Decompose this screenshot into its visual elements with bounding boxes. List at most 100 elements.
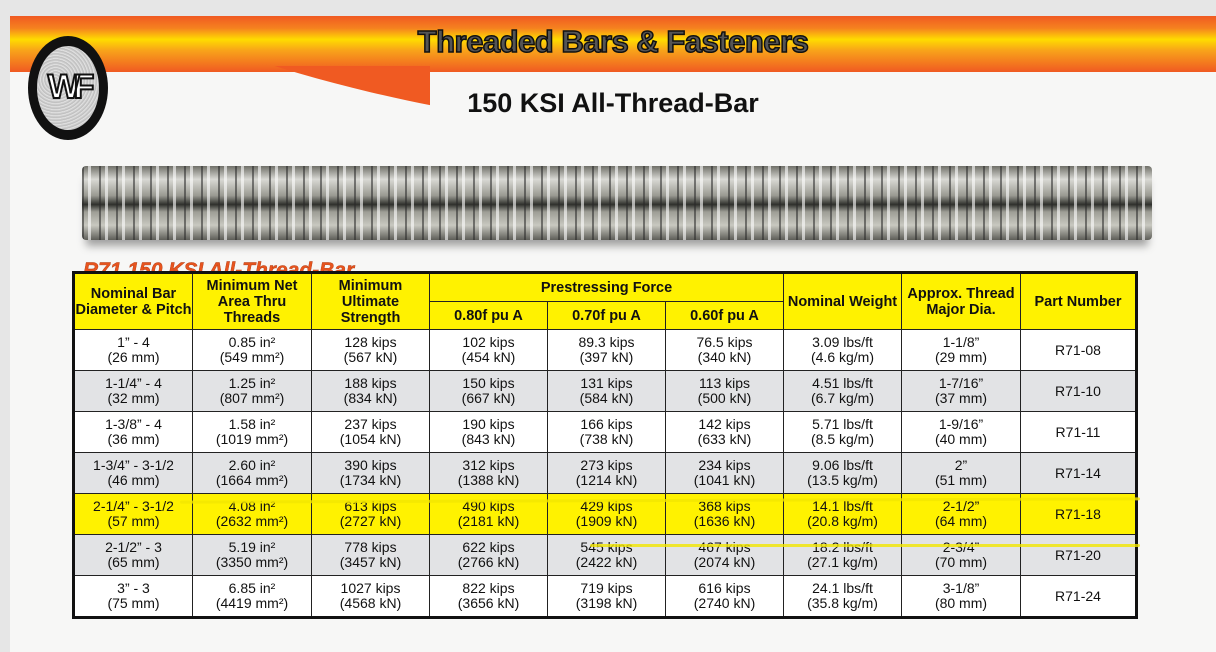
cell-metric-value: (2727 kN)	[339, 513, 402, 529]
cell-value: 18.2 lbs/ft	[812, 539, 873, 555]
cell-part-number: R71-20	[1020, 534, 1137, 576]
cell-metric-value: (633 kN)	[697, 431, 752, 447]
cell-diameter: 2-1/2” - 3 (65 mm)	[73, 534, 193, 576]
cell-metric-value: (1909 kN)	[575, 513, 638, 529]
cell-weight: 3.09 lbs/ft (4.6 kg/m)	[783, 329, 902, 371]
cell-diameter: 2-1/4” - 3-1/2 (57 mm)	[73, 493, 193, 535]
logo-lettering: WF	[47, 67, 96, 107]
cell-value: 3-1/8”	[942, 580, 980, 596]
cell-metric-value: (65 mm)	[107, 554, 160, 570]
header-strength: Minimum Ultimate Strength	[311, 272, 430, 330]
cell-value: 545 kips	[580, 539, 633, 555]
cell-value: 188 kips	[344, 375, 397, 391]
cell-diameter: 1” - 4 (26 mm)	[73, 329, 193, 371]
cell-metric-value: (20.8 kg/m)	[807, 513, 878, 529]
cell-value: 190 kips	[462, 416, 515, 432]
cell-strength: 128 kips (567 kN)	[311, 329, 430, 371]
cell-part-number: R71-10	[1020, 370, 1137, 412]
cell-metric-value: (2740 kN)	[693, 595, 756, 611]
cell-metric-value: (834 kN)	[343, 390, 398, 406]
cell-force-070: 131 kips (584 kN)	[547, 370, 666, 412]
cell-value: 142 kips	[698, 416, 751, 432]
cell-net-area: 5.19 in² (3350 mm²)	[192, 534, 312, 576]
cell-diameter: 1-3/8” - 4 (36 mm)	[73, 411, 193, 453]
spec-table: Nominal Bar Diameter & Pitch Minimum Net…	[72, 271, 1138, 619]
table-row: 1-3/8” - 4 (36 mm) 1.58 in² (1019 mm²) 237 k…	[73, 411, 1137, 453]
table-row: 1-1/4” - 4 (32 mm) 1.25 in² (807 mm²) 188 ki…	[73, 370, 1137, 412]
cell-metric-value: (70 mm)	[934, 554, 988, 570]
highlighter-stroke	[590, 544, 1140, 547]
cell-value: 2-3/4”	[942, 539, 980, 555]
cell-value: 1-3/8” - 4	[105, 416, 162, 432]
cell-force-070: 89.3 kips (397 kN)	[547, 329, 666, 371]
cell-value: 1.25 in²	[228, 375, 276, 391]
header-net-area: Minimum Net Area Thru Threads	[192, 272, 312, 330]
cell-force-060: 616 kips (2740 kN)	[665, 575, 784, 618]
cell-thread-dia: 2” (51 mm)	[901, 452, 1021, 494]
cell-metric-value: (37 mm)	[934, 390, 988, 406]
header-banner: Threaded Bars & Fasteners	[10, 16, 1216, 72]
cell-value: R71-14	[1055, 464, 1101, 481]
cell-value: 616 kips	[698, 580, 751, 596]
cell-net-area: 2.60 in² (1664 mm²)	[192, 452, 312, 494]
cell-value: 2”	[954, 457, 968, 473]
cell-value: R71-24	[1055, 587, 1101, 604]
cell-value: 24.1 lbs/ft	[812, 580, 873, 596]
cell-metric-value: (3350 mm²)	[215, 554, 289, 570]
header-prestressing-force: Prestressing Force	[429, 272, 784, 302]
cell-value: 1.58 in²	[228, 416, 276, 432]
cell-metric-value: (1636 kN)	[693, 513, 756, 529]
cell-weight: 4.51 lbs/ft (6.7 kg/m)	[783, 370, 902, 412]
cell-force-060: 76.5 kips (340 kN)	[665, 329, 784, 371]
header-080: 0.80f pu A	[429, 301, 548, 330]
cell-value: 2-1/2” - 3	[105, 539, 162, 555]
cell-metric-value: (843 kN)	[461, 431, 516, 447]
cell-value: 76.5 kips	[696, 334, 753, 350]
cell-force-080: 190 kips (843 kN)	[429, 411, 548, 453]
company-logo: WF	[28, 36, 108, 140]
cell-value: 237 kips	[344, 416, 397, 432]
cell-value: 1-1/8”	[942, 334, 980, 350]
cell-value: 5.19 in²	[228, 539, 276, 555]
cell-force-080: 822 kips (3656 kN)	[429, 575, 548, 618]
cell-part-number: R71-11	[1020, 411, 1137, 453]
cell-diameter: 3” - 3 (75 mm)	[73, 575, 193, 618]
cell-thread-dia: 1-7/16” (37 mm)	[901, 370, 1021, 412]
cell-metric-value: (2181 kN)	[457, 513, 520, 529]
cell-value: 2.60 in²	[228, 457, 276, 473]
cell-value: 14.1 lbs/ft	[812, 498, 873, 514]
cell-metric-value: (567 kN)	[343, 349, 398, 365]
cell-weight: 18.2 lbs/ft (27.1 kg/m)	[783, 534, 902, 576]
cell-metric-value: (1214 kN)	[575, 472, 638, 488]
cell-metric-value: (1734 kN)	[339, 472, 402, 488]
cell-strength: 188 kips (834 kN)	[311, 370, 430, 412]
cell-force-080: 622 kips (2766 kN)	[429, 534, 548, 576]
cell-value: 1” - 4	[117, 334, 150, 350]
cell-net-area: 1.58 in² (1019 mm²)	[192, 411, 312, 453]
cell-strength: 237 kips (1054 kN)	[311, 411, 430, 453]
cell-strength: 778 kips (3457 kN)	[311, 534, 430, 576]
cell-part-number: R71-08	[1020, 329, 1137, 371]
cell-value: 719 kips	[580, 580, 633, 596]
cell-metric-value: (1664 mm²)	[215, 472, 289, 488]
cell-value: 1-7/16”	[938, 375, 984, 391]
cell-metric-value: (1054 kN)	[339, 431, 402, 447]
cell-metric-value: (667 kN)	[461, 390, 516, 406]
cell-force-060: 142 kips (633 kN)	[665, 411, 784, 453]
cell-metric-value: (3457 kN)	[339, 554, 402, 570]
cell-value: 89.3 kips	[578, 334, 635, 350]
cell-value: 2-1/2”	[942, 498, 980, 514]
cell-value: R71-11	[1055, 423, 1101, 440]
cell-force-080: 150 kips (667 kN)	[429, 370, 548, 412]
cell-value: 467 kips	[698, 539, 751, 555]
cell-force-070: 545 kips (2422 kN)	[547, 534, 666, 576]
cell-value: 3” - 3	[117, 580, 150, 596]
cell-metric-value: (4.6 kg/m)	[810, 349, 874, 365]
cell-value: 3.09 lbs/ft	[812, 334, 873, 350]
cell-strength: 1027 kips (4568 kN)	[311, 575, 430, 618]
cell-metric-value: (46 mm)	[107, 472, 160, 488]
cell-value: R71-20	[1055, 546, 1101, 563]
cell-metric-value: (27.1 kg/m)	[807, 554, 878, 570]
cell-force-070: 719 kips (3198 kN)	[547, 575, 666, 618]
cell-metric-value: (4419 mm²)	[215, 595, 289, 611]
